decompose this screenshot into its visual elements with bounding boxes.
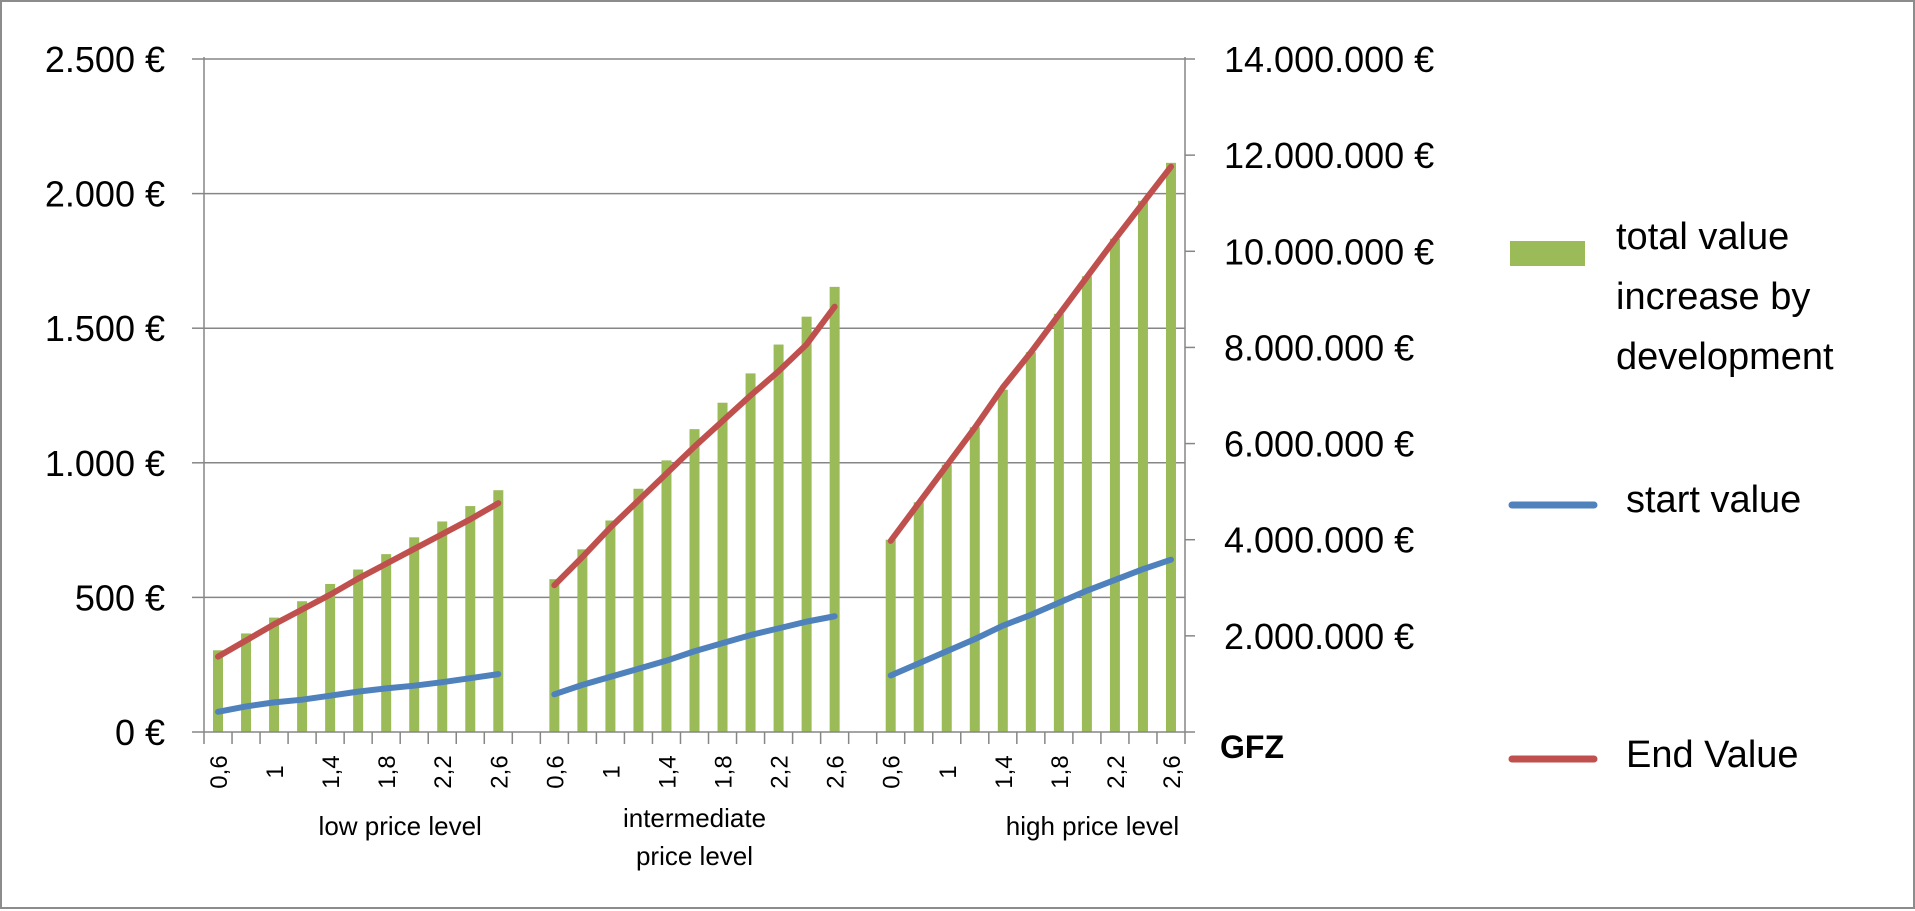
bar	[745, 373, 756, 732]
x-tick-label: 1	[262, 765, 289, 778]
bar	[269, 617, 280, 732]
bar	[1053, 313, 1064, 732]
bar	[1165, 162, 1176, 732]
bar	[437, 521, 448, 732]
axes	[192, 57, 1195, 744]
right-axis-tick-label: 12.000.000 €	[1224, 135, 1434, 176]
bar	[829, 286, 840, 732]
x-tick-label: 1,8	[711, 755, 738, 788]
bar	[773, 344, 784, 732]
x-tick-label: 2,6	[1159, 755, 1186, 788]
left-axis-tick-label: 500 €	[75, 577, 165, 618]
bar	[689, 429, 700, 732]
left-axis-tick-label: 2.500 €	[45, 39, 165, 80]
right-axis-tick-label: 8.000.000 €	[1224, 327, 1414, 368]
x-tick-label: 1,4	[654, 755, 681, 788]
bar	[353, 569, 364, 732]
group-label: price level	[636, 841, 753, 871]
right-axis-tick-label: 14.000.000 €	[1224, 39, 1434, 80]
bar	[801, 316, 812, 732]
x-axis-title: GFZ	[1220, 729, 1284, 765]
left-axis-tick-label: 0 €	[115, 712, 165, 753]
x-tick-label: 1,4	[991, 755, 1018, 788]
bar	[241, 633, 252, 732]
legend-swatch-bar	[1510, 241, 1585, 266]
bar	[381, 554, 392, 732]
bar	[661, 460, 672, 732]
left-axis-tick-label: 2.000 €	[45, 174, 165, 215]
bar	[1081, 276, 1092, 732]
bar	[409, 537, 420, 732]
legend-label: increase by	[1616, 276, 1810, 318]
legend-label: total value	[1616, 216, 1789, 258]
bar	[1025, 352, 1036, 732]
end-value-line	[215, 500, 502, 660]
legend: total value increase by development start …	[1508, 216, 1834, 776]
left-axis-tick-label: 1.000 €	[45, 443, 165, 484]
start-value-line	[551, 613, 838, 698]
bar	[465, 506, 476, 732]
x-tick-label: 2,6	[486, 755, 513, 788]
gridlines	[204, 58, 1185, 599]
x-tick-label: 0,6	[879, 755, 906, 788]
group-label: intermediate	[623, 803, 766, 833]
bar	[577, 549, 588, 732]
bar	[549, 579, 560, 732]
x-tick-label: 0,6	[542, 755, 569, 788]
bar-series	[213, 162, 1176, 732]
start-value-line	[215, 671, 502, 715]
bar	[493, 490, 504, 732]
bar	[941, 464, 952, 732]
bar	[885, 539, 896, 732]
bar	[913, 502, 924, 732]
x-tick-label: 0,6	[206, 755, 233, 788]
end-value-line	[887, 163, 1174, 544]
left-axis-tick-label: 1.500 €	[45, 308, 165, 349]
line-series	[215, 163, 1174, 715]
bar	[997, 389, 1008, 732]
x-tick-label: 2,6	[823, 755, 850, 788]
x-tick-label: 1,4	[318, 755, 345, 788]
bar	[1137, 200, 1148, 732]
group-label: low price level	[319, 811, 482, 841]
right-axis-tick-label: 10.000.000 €	[1224, 231, 1434, 272]
x-tick-label: 2,2	[430, 755, 457, 788]
right-axis-tick-label: 4.000.000 €	[1224, 520, 1414, 561]
legend-label: development	[1616, 336, 1834, 378]
bar	[297, 601, 308, 732]
x-tick-label: 2,2	[767, 755, 794, 788]
bar	[1109, 238, 1120, 732]
right-axis-tick-label: 2.000.000 €	[1224, 616, 1414, 657]
bar	[605, 520, 616, 732]
bar	[213, 650, 224, 732]
bar	[969, 427, 980, 732]
x-tick-label: 1	[935, 765, 962, 778]
x-tick-label: 1,8	[1047, 755, 1074, 788]
bar	[633, 488, 644, 732]
x-tick-label: 1	[598, 765, 625, 778]
bar	[325, 583, 336, 732]
x-tick-label: 1,8	[374, 755, 401, 788]
x-tick-label: 2,2	[1103, 755, 1130, 788]
bar	[717, 402, 728, 732]
start-value-line	[887, 556, 1174, 679]
legend-label: start value	[1626, 479, 1801, 521]
axis-labels: 0 € 500 € 1.000 € 1.500 € 2.000 € 2.500 € 2.00…	[45, 39, 1434, 871]
group-label: high price level	[1006, 811, 1179, 841]
legend-label: End Value	[1626, 734, 1799, 776]
end-value-line	[551, 303, 838, 589]
right-axis-tick-label: 6.000.000 €	[1224, 424, 1414, 465]
